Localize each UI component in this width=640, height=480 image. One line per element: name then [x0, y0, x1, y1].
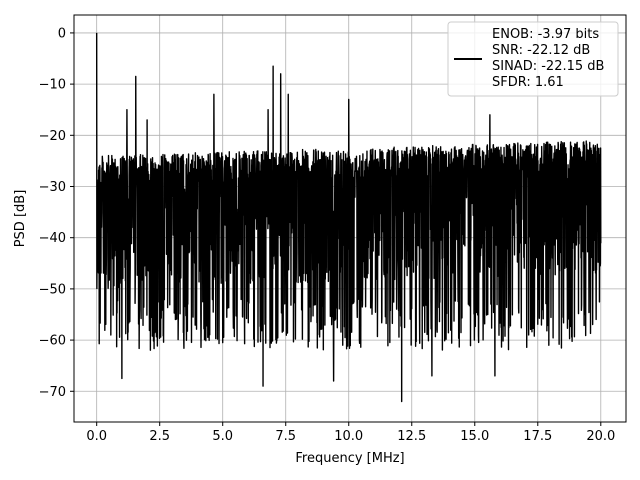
legend-snr: SNR: -22.12 dB: [492, 43, 590, 58]
y-tick-label: −30: [39, 180, 66, 195]
y-tick-label: 0: [58, 26, 66, 41]
y-tick-label: −70: [39, 385, 66, 400]
series-psd: [95, 32, 602, 403]
x-tick-label: 2.5: [149, 429, 170, 444]
y-tick-label: −10: [39, 78, 66, 93]
x-tick-label: 15.0: [460, 429, 489, 444]
x-tick-label: 5.0: [212, 429, 233, 444]
x-tick-label: 12.5: [397, 429, 426, 444]
legend-sfdr: SFDR: 1.61: [492, 75, 564, 90]
legend-sinad: SINAD: -22.15 dB: [492, 59, 604, 74]
y-tick-label: −40: [39, 231, 66, 246]
y-tick-label: −60: [39, 334, 66, 349]
y-axis-label: PSD [dB]: [13, 190, 28, 248]
x-tick-label: 20.0: [586, 429, 615, 444]
psd-trace: [95, 32, 602, 403]
x-tick-label: 17.5: [523, 429, 552, 444]
y-tick-label: −50: [39, 282, 66, 297]
x-tick-label: 0.0: [86, 429, 107, 444]
x-tick-label: 10.0: [334, 429, 363, 444]
x-axis-label: Frequency [MHz]: [295, 451, 404, 466]
legend: ENOB: -3.97 bits SNR: -22.12 dB SINAD: -…: [447, 21, 619, 97]
legend-enob: ENOB: -3.97 bits: [492, 27, 599, 42]
x-tick-label: 7.5: [275, 429, 296, 444]
y-tick-label: −20: [39, 129, 66, 144]
x-axis-ticks: 0.0 2.5 5.0 7.5 10.0 12.5 15.0 17.5 20.0: [86, 422, 615, 444]
legend-box: [447, 21, 619, 97]
plot-frame: [73, 14, 627, 423]
y-axis-ticks: 0 −10 −20 −30 −40 −50 −60 −70: [39, 26, 74, 400]
